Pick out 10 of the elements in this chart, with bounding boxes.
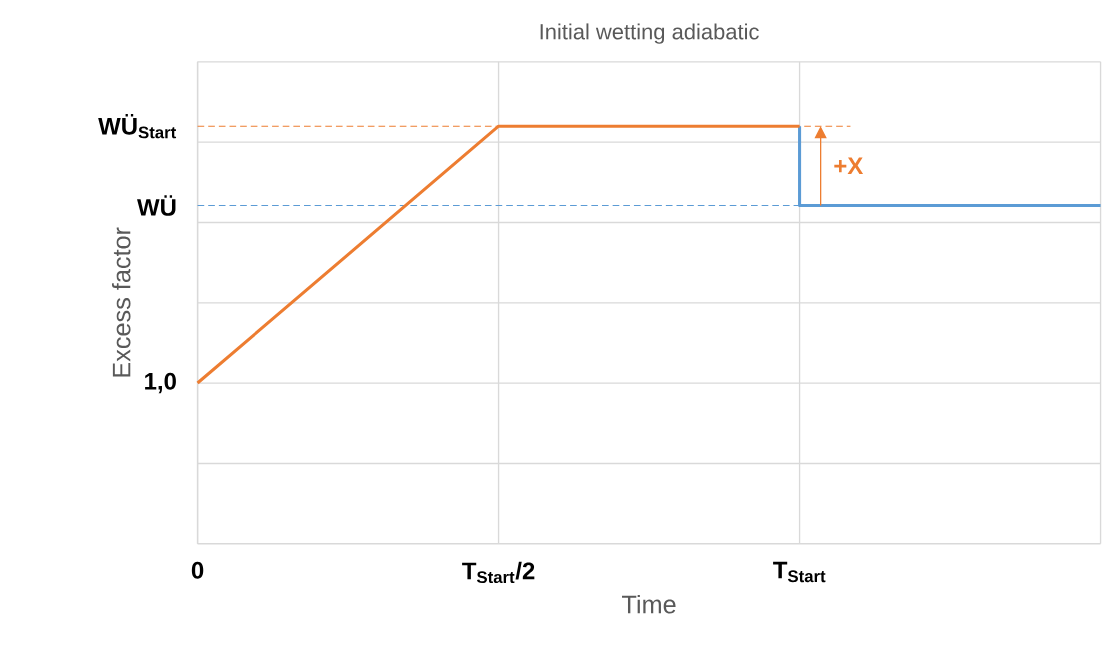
chart-title: Initial wetting adiabatic — [540, 23, 759, 45]
ref-line-label: WÜ$_{Start}$ — [98, 114, 177, 139]
y-axis-title: Excess factor — [112, 227, 131, 377]
annotation: +X — [834, 157, 864, 175]
annotation: 1,0 — [145, 372, 176, 394]
x-tick-label: T$_{Start}$/2 — [462, 562, 535, 584]
x-tick-label: 0 — [191, 562, 204, 579]
x-axis-title: Time — [622, 595, 676, 614]
ref-line-label: WÜ — [137, 195, 176, 217]
x-tick-label: T$_{Start}$ — [773, 562, 826, 583]
